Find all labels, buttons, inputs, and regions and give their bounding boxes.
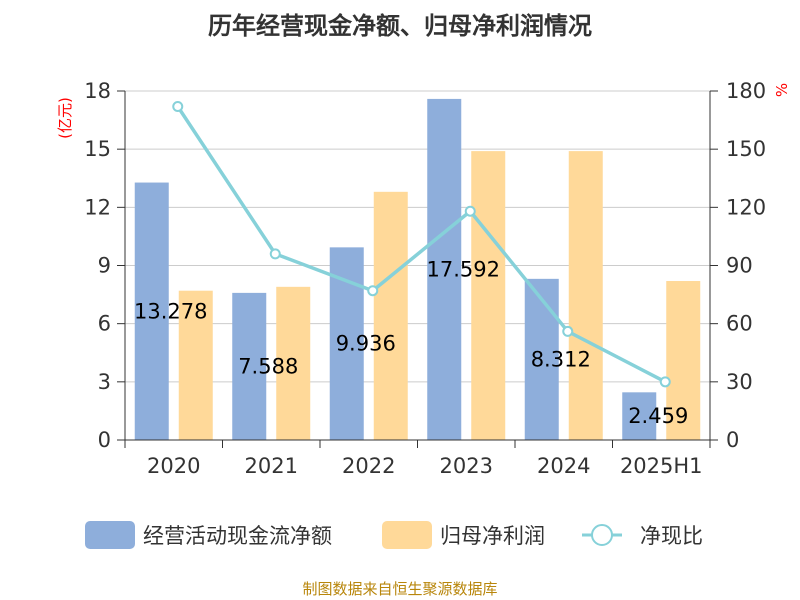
x-tick-label: 2023 (440, 454, 493, 478)
y-right-tick-label: 120 (726, 195, 766, 219)
bar-cashflow (134, 182, 169, 441)
y-right-tick-label: 30 (726, 370, 753, 394)
legend-swatch-profit[interactable] (382, 521, 432, 549)
bar-profit (568, 151, 603, 440)
bar-profit (178, 290, 213, 440)
y-left-tick-label: 18 (84, 79, 111, 103)
y-left-tick-label: 6 (98, 312, 111, 336)
x-tick-label: 2025H1 (620, 454, 703, 478)
legend: 经营活动现金流净额 归母净利润 净现比 (85, 521, 703, 549)
y-right-tick-label: 60 (726, 312, 753, 336)
y-right-tick-label: 0 (726, 428, 739, 452)
ratio-point (172, 101, 184, 113)
bar-cashflow (622, 392, 657, 440)
x-tick-label: 2021 (245, 454, 298, 478)
bar-cashflow (232, 292, 267, 440)
source-note: 制图数据来自恒生聚源数据库 (302, 580, 498, 598)
ratio-point (464, 205, 476, 217)
data-label-cashflow: 2.459 (628, 404, 688, 428)
data-label-cashflow: 9.936 (336, 332, 396, 356)
legend-swatch-cashflow[interactable] (85, 521, 135, 549)
bars-layer (134, 98, 701, 441)
y-left-tick-label: 0 (98, 428, 111, 452)
y-left-tick-label: 12 (84, 195, 111, 219)
y-right-tick-label: 150 (726, 137, 766, 161)
data-label-cashflow: 7.588 (238, 354, 298, 378)
y-left-unit-label: (亿元) (56, 97, 74, 139)
ratio-point (659, 376, 671, 388)
chart-title: 历年经营现金净额、归母净利润情况 (208, 12, 592, 40)
x-tick-label: 2022 (342, 454, 395, 478)
bar-profit (666, 281, 701, 440)
ratio-line-layer (172, 101, 671, 388)
ratio-point (269, 248, 281, 260)
data-label-cashflow: 8.312 (531, 347, 591, 371)
data-label-cashflow: 17.592 (427, 257, 500, 281)
data-labels-layer: 13.278 7.588 9.936 17.592 8.312 2.459 (134, 257, 688, 428)
y-right-tick-label: 90 (726, 254, 753, 278)
bar-cashflow (524, 278, 559, 440)
y-right-unit-label: % (773, 83, 791, 97)
y-left-tick-label: 3 (98, 370, 111, 394)
legend-label-cashflow[interactable]: 经营活动现金流净额 (143, 524, 332, 548)
y-left-tick-label: 9 (98, 254, 111, 278)
data-label-cashflow: 13.278 (134, 299, 207, 323)
x-tick-label: 2020 (147, 454, 200, 478)
x-tick-label: 2024 (537, 454, 590, 478)
bar-profit (471, 151, 506, 440)
y-left-tick-label: 15 (84, 137, 111, 161)
legend-label-profit[interactable]: 归母净利润 (440, 524, 545, 548)
bar-profit (373, 191, 408, 440)
ratio-point (562, 325, 574, 337)
ratio-line-path (176, 105, 667, 384)
legend-label-ratio[interactable]: 净现比 (640, 524, 703, 548)
bar-profit (276, 286, 311, 440)
bar-cashflow (427, 98, 462, 440)
grid-lines (125, 90, 710, 383)
legend-swatch-ratio-marker[interactable] (591, 524, 613, 546)
y-right-tick-label: 180 (726, 79, 766, 103)
ratio-point (367, 285, 379, 297)
